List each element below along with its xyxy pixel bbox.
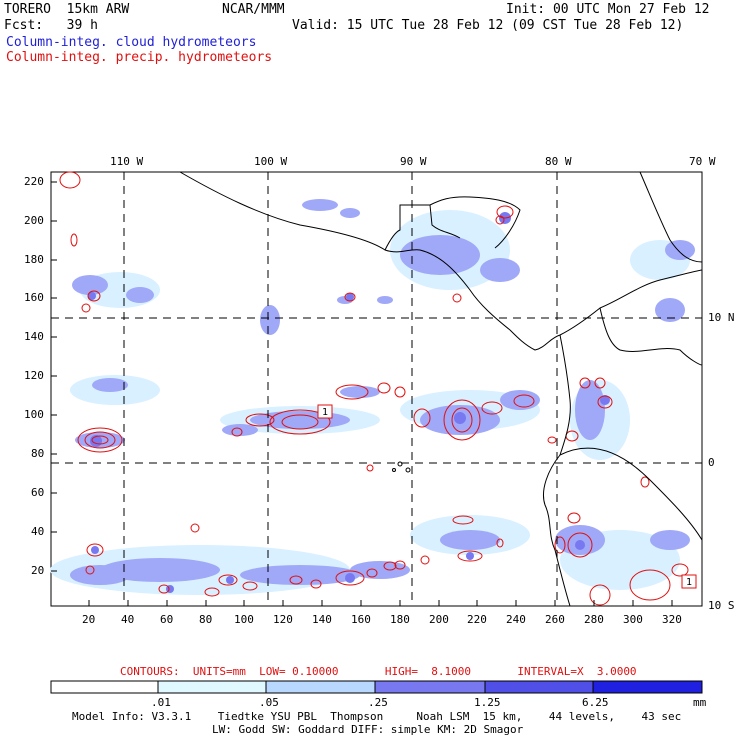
init-time: Init: 00 UTC Mon 27 Feb 12 bbox=[506, 2, 710, 17]
y-tick-label: 80 bbox=[31, 447, 45, 460]
lon-label: 90 W bbox=[400, 155, 427, 168]
model-info-line1: Model Info: V3.3.1 Tiedtke YSU PBL Thomp… bbox=[72, 710, 682, 723]
colorbar-label: 1.25 bbox=[474, 696, 501, 709]
colorbar-label: 6.25 bbox=[582, 696, 609, 709]
field-cloud-label: Column-integ. cloud hydrometeors bbox=[6, 35, 257, 50]
model-name: TORERO 15km ARW bbox=[4, 2, 130, 17]
colorbar-label: .25 bbox=[368, 696, 388, 709]
x-tick-label: 60 bbox=[160, 613, 174, 626]
x-tick-label: 180 bbox=[390, 613, 410, 626]
colorbar-unit: mm bbox=[693, 696, 707, 709]
x-tick-label: 300 bbox=[623, 613, 643, 626]
contour-info: CONTOURS: UNITS=mm LOW= 0.10000 HIGH= 8.… bbox=[120, 665, 637, 678]
y-tick-label: 20 bbox=[31, 564, 45, 577]
y-tick-label: 60 bbox=[31, 486, 45, 499]
valid-time: Valid: 15 UTC Tue 28 Feb 12 (09 CST Tue … bbox=[292, 18, 684, 33]
graticule bbox=[51, 172, 702, 606]
y-tick-label: 220 bbox=[24, 175, 44, 188]
x-tick-label: 200 bbox=[429, 613, 449, 626]
y-tick-label: 200 bbox=[24, 214, 44, 227]
coastlines bbox=[179, 171, 703, 607]
y-tick-label: 100 bbox=[24, 408, 44, 421]
x-tick-label: 240 bbox=[506, 613, 526, 626]
x-tick-label: 100 bbox=[234, 613, 254, 626]
axis-ticks bbox=[51, 181, 673, 606]
x-tick-label: 260 bbox=[545, 613, 565, 626]
lat-label: 10 S bbox=[708, 599, 735, 612]
x-tick-label: 280 bbox=[584, 613, 604, 626]
y-tick-label: 180 bbox=[24, 253, 44, 266]
x-tick-label: 140 bbox=[312, 613, 332, 626]
lat-label: 0 bbox=[708, 456, 715, 469]
lon-label: 110 W bbox=[110, 155, 144, 168]
x-tick-label: 20 bbox=[82, 613, 96, 626]
svg-text:1: 1 bbox=[686, 577, 692, 588]
x-tick-label: 120 bbox=[273, 613, 293, 626]
box-label-2: 1 bbox=[681, 574, 697, 589]
lat-label: 10 N bbox=[708, 311, 735, 324]
y-tick-label: 140 bbox=[24, 330, 44, 343]
y-tick-label: 40 bbox=[31, 525, 45, 538]
lon-label: 70 W bbox=[689, 155, 716, 168]
colorbar-label: .01 bbox=[151, 696, 171, 709]
org-name: NCAR/MMM bbox=[222, 2, 285, 17]
x-tick-label: 320 bbox=[662, 613, 682, 626]
y-tick-label: 160 bbox=[24, 291, 44, 304]
forecast-hour: Fcst: 39 h bbox=[4, 18, 98, 33]
x-tick-label: 40 bbox=[121, 613, 135, 626]
x-tick-label: 160 bbox=[351, 613, 371, 626]
box-label-1: 1 bbox=[317, 404, 333, 419]
model-info-line2: LW: Godd SW: Goddard DIFF: simple KM: 2D… bbox=[212, 723, 524, 736]
svg-text:1: 1 bbox=[322, 407, 328, 418]
colorbar bbox=[50, 680, 703, 694]
y-tick-label: 120 bbox=[24, 369, 44, 382]
lon-label: 100 W bbox=[254, 155, 288, 168]
lon-label: 80 W bbox=[545, 155, 572, 168]
precip-contours bbox=[59, 171, 689, 606]
x-tick-label: 220 bbox=[467, 613, 487, 626]
colorbar-label: .05 bbox=[259, 696, 279, 709]
x-tick-label: 80 bbox=[199, 613, 213, 626]
field-precip-label: Column-integ. precip. hydrometeors bbox=[6, 50, 273, 65]
